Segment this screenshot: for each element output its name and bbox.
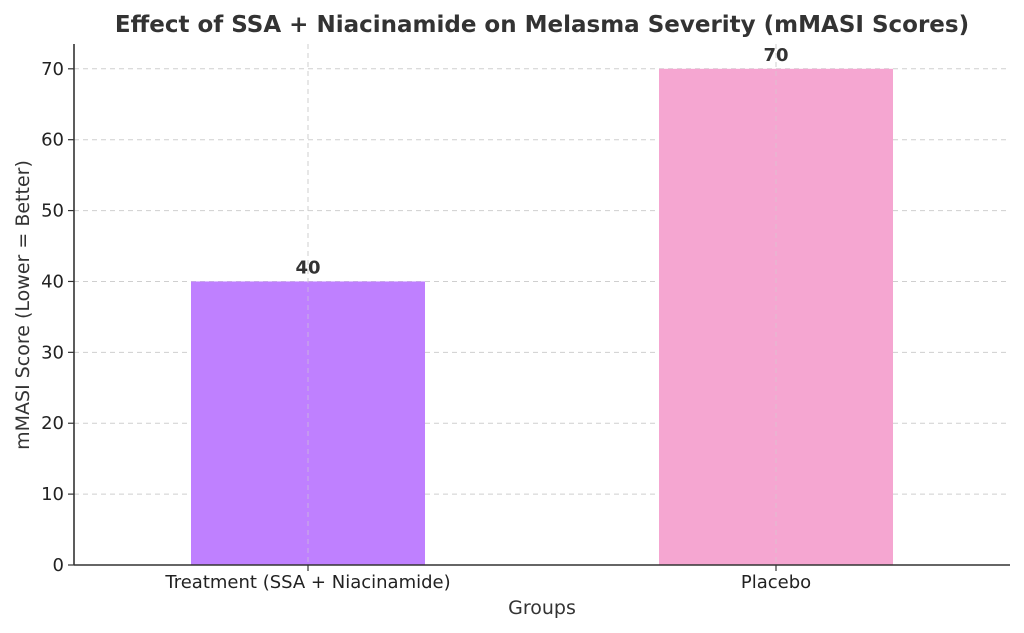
y-tick-label: 0	[53, 555, 64, 576]
x-axis-ticks: Treatment (SSA + Niacinamide) Placebo	[164, 565, 811, 593]
x-axis-label: Groups	[508, 597, 576, 619]
bars	[191, 68, 893, 566]
y-tick-label: 60	[41, 130, 64, 151]
y-axis-ticks: 0 10 20 30 40 50 60 70	[41, 59, 74, 576]
y-tick-label: 30	[41, 342, 64, 363]
x-tick-label: Treatment (SSA + Niacinamide)	[164, 572, 450, 593]
chart-title: Effect of SSA + Niacinamide on Melasma S…	[115, 12, 969, 38]
y-tick-label: 40	[41, 271, 64, 292]
bar-value-label: 40	[295, 257, 320, 278]
y-tick-label: 50	[41, 201, 64, 222]
y-tick-label: 20	[41, 413, 64, 434]
y-tick-label: 70	[41, 59, 64, 80]
y-axis-label: mMASI Score (Lower = Better)	[12, 160, 34, 450]
y-tick-label: 10	[41, 484, 64, 505]
x-tick-label: Placebo	[741, 572, 811, 593]
